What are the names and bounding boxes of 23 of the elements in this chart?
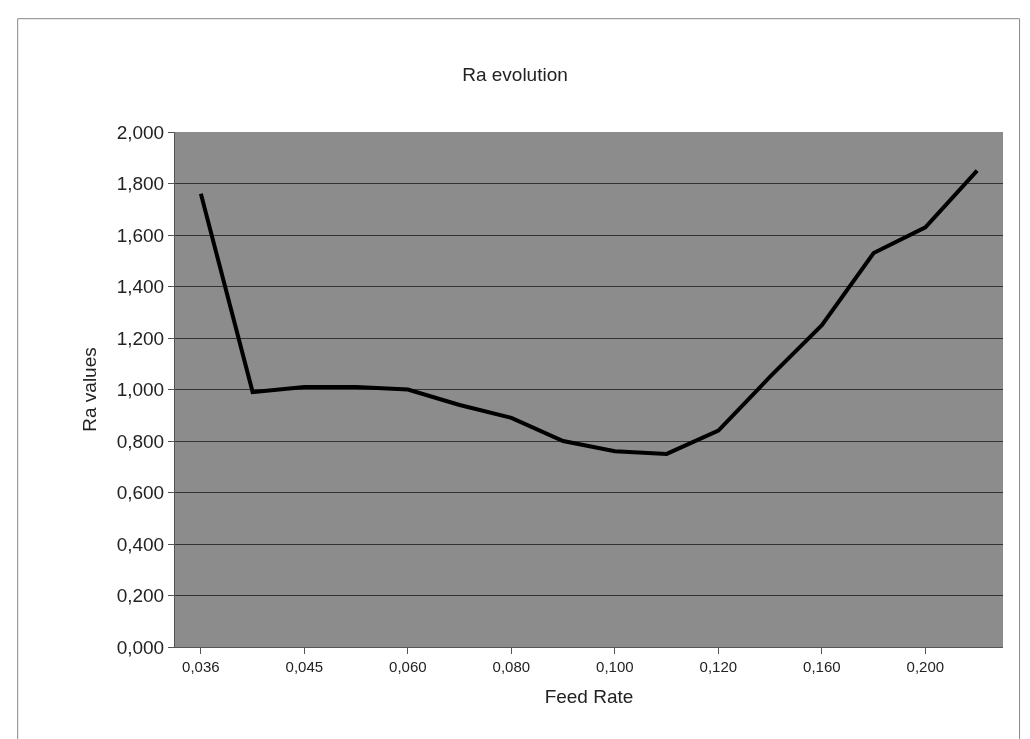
y-tick-label: 0,400 (116, 533, 165, 555)
y-axis-title: Ra values (78, 347, 100, 432)
x-tick-label: 0,036 (182, 658, 220, 675)
x-tick-label: 0,100 (596, 658, 634, 675)
y-tick-label: 0,000 (116, 636, 165, 658)
y-tick-label: 0,600 (116, 482, 165, 504)
y-tick-label: 1,200 (116, 327, 165, 349)
y-tick-label: 0,800 (116, 430, 165, 452)
x-tick-label: 0,120 (699, 658, 738, 675)
x-tick-label: 0,045 (285, 658, 324, 675)
y-tick-label: 0,200 (116, 585, 165, 607)
x-tick-label: 0,200 (906, 658, 945, 675)
y-tick-label: 1,600 (116, 224, 165, 246)
x-tick-label: 0,160 (803, 658, 841, 675)
chart-title: Ra evolution (462, 63, 568, 85)
x-tick-label: 0,080 (492, 658, 531, 675)
line-series (198, 168, 980, 456)
x-axis-title: Feed Rate (544, 685, 634, 707)
y-tick-label: 2,000 (116, 121, 165, 143)
y-tick-label: 1,000 (116, 379, 165, 401)
y-tick-label: 1,400 (116, 276, 165, 298)
x-tick-label: 0,060 (389, 658, 427, 675)
y-tick-label: 1,800 (116, 173, 165, 195)
